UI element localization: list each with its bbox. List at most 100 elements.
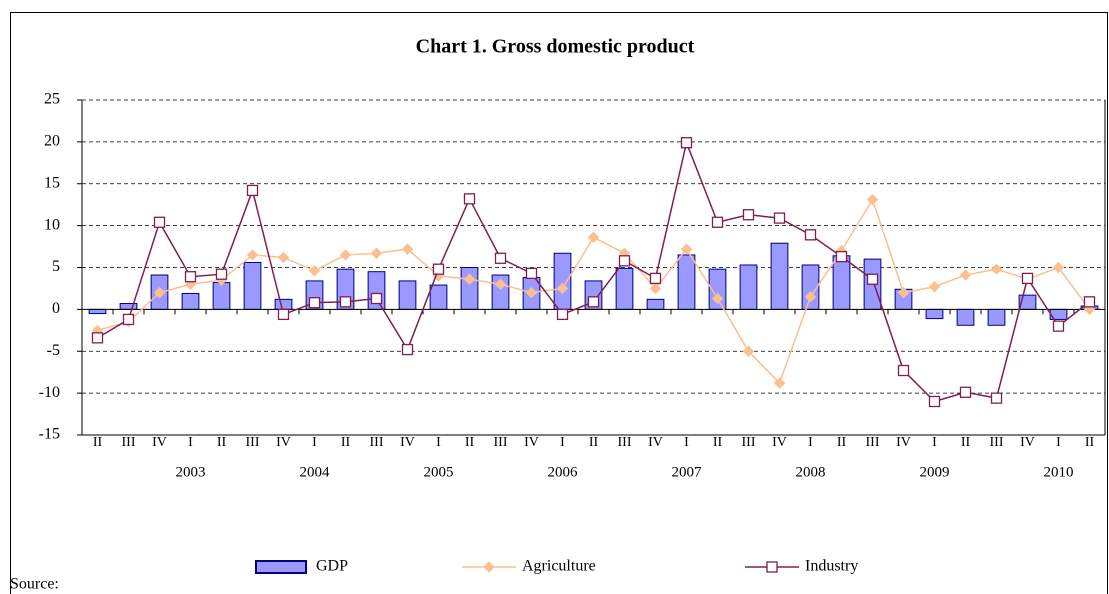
chart-title: Chart 1. Gross domestic product (416, 36, 695, 58)
year-label: 2009 (920, 464, 950, 480)
y-tick-label: -10 (39, 384, 60, 401)
y-tick-label: -15 (39, 426, 60, 443)
marker (773, 377, 786, 389)
marker (1021, 272, 1034, 285)
x-tick-label: IV (1020, 435, 1035, 450)
bar (88, 308, 107, 315)
marker (556, 282, 569, 295)
x-tick-label: II (589, 435, 599, 450)
x-tick-label: I (188, 435, 193, 450)
x-tick-label: II (93, 435, 103, 450)
y-tick-label: 5 (52, 258, 60, 275)
x-tick-label: I (932, 435, 937, 450)
marker (928, 395, 941, 408)
marker (184, 271, 197, 283)
x-tick-label: I (436, 435, 441, 450)
marker (866, 273, 879, 285)
marker (339, 296, 352, 308)
bar (770, 242, 789, 310)
year-label: 2006 (548, 464, 579, 480)
marker (1052, 261, 1065, 274)
x-tick-label: III (370, 435, 384, 450)
x-tick-label: III (494, 435, 508, 450)
bar (398, 280, 417, 310)
y-tick-label: 0 (52, 300, 60, 317)
legend-label: Agriculture (522, 558, 596, 575)
marker (928, 281, 941, 293)
marker (277, 251, 290, 264)
marker (432, 263, 445, 275)
marker (1083, 296, 1096, 308)
marker (959, 269, 972, 281)
marker (711, 292, 724, 305)
x-tick-label: II (837, 435, 847, 450)
x-tick-label: III (866, 435, 880, 450)
marker (370, 292, 383, 305)
legend-label: Industry (805, 558, 858, 575)
legend-marker (766, 561, 778, 573)
marker (308, 297, 321, 309)
x-tick-label: IV (276, 435, 291, 450)
marker (680, 137, 693, 149)
marker (804, 229, 817, 241)
marker (773, 212, 786, 224)
bar (615, 267, 634, 310)
marker (866, 193, 879, 206)
marker (711, 216, 724, 228)
marker (246, 249, 259, 261)
y-tick-label: 25 (44, 91, 60, 108)
marker (742, 345, 755, 357)
legend-label: GDP (316, 558, 348, 575)
bar (274, 298, 293, 310)
x-tick-label: II (217, 435, 227, 450)
x-tick-label: IV (400, 435, 415, 450)
marker (308, 265, 321, 277)
marker (1052, 320, 1065, 332)
year-label: 2008 (796, 464, 826, 480)
marker (959, 386, 972, 398)
x-tick-label: I (808, 435, 813, 450)
x-tick-label: II (1085, 435, 1095, 450)
marker (680, 243, 693, 255)
x-tick-label: II (713, 435, 723, 450)
marker (339, 249, 352, 261)
marker (401, 343, 414, 356)
x-tick-label: IV (152, 435, 167, 450)
marker (401, 243, 414, 255)
y-tick-label: 20 (44, 133, 60, 150)
bar (429, 284, 448, 310)
bar (677, 254, 696, 310)
year-label: 2010 (1044, 464, 1074, 480)
bar (212, 282, 231, 310)
marker (494, 278, 507, 290)
marker (649, 282, 662, 295)
y-tick-label: 15 (44, 174, 60, 191)
marker (153, 216, 166, 228)
marker (804, 291, 817, 303)
x-tick-label: III (742, 435, 756, 450)
x-tick-label: I (560, 435, 565, 450)
y-tick-label: 10 (44, 216, 60, 233)
bar (553, 252, 572, 310)
bar (119, 303, 138, 310)
x-tick-label: II (465, 435, 475, 450)
marker (742, 209, 755, 221)
year-label: 2007 (672, 464, 703, 480)
source-note: Source: (10, 576, 59, 593)
marker (618, 255, 631, 267)
x-tick-label: IV (648, 435, 663, 450)
year-label: 2003 (176, 464, 206, 480)
marker (122, 313, 135, 326)
y-tick-label: -5 (47, 342, 60, 359)
x-tick-label: III (990, 435, 1004, 450)
marker (215, 268, 228, 280)
marker (91, 332, 104, 344)
marker (649, 272, 662, 285)
marker (835, 250, 848, 263)
marker (370, 247, 383, 259)
marker (525, 286, 538, 299)
bar (987, 308, 1006, 326)
legend-marker (483, 561, 495, 573)
x-tick-label: IV (896, 435, 911, 450)
